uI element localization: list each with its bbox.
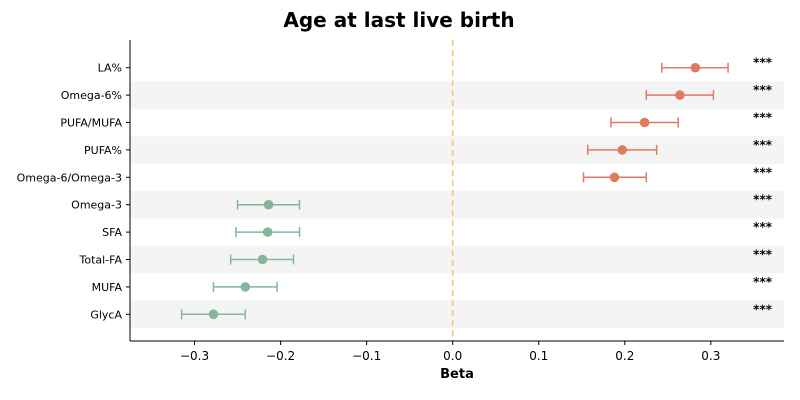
x-axis-label: Beta (440, 367, 474, 382)
significance-label: *** (753, 275, 773, 289)
beta-point (263, 199, 274, 210)
y-tick-label: Total-FA (78, 254, 122, 267)
x-tick-label: 0.2 (615, 349, 634, 363)
significance-label: *** (753, 138, 773, 152)
beta-point (257, 254, 268, 265)
y-tick-label: GlycA (90, 308, 122, 321)
beta-point (690, 62, 701, 73)
x-tick-label: −0.3 (180, 349, 209, 363)
beta-point (262, 227, 273, 237)
beta-point (639, 117, 650, 128)
y-tick-label: PUFA/MUFA (60, 117, 122, 130)
beta-point (240, 282, 251, 292)
significance-label: *** (753, 302, 773, 316)
significance-label: *** (753, 111, 773, 125)
significance-label: *** (753, 220, 773, 234)
y-tick-label: LA% (98, 62, 122, 75)
x-tick-label: 0.1 (529, 349, 548, 363)
chart-title: Age at last live birth (283, 8, 515, 32)
beta-point (617, 145, 628, 155)
row-stripe (130, 136, 784, 164)
x-tick-label: −0.2 (266, 349, 295, 363)
significance-label: *** (753, 56, 773, 70)
x-tick-label: 0.0 (443, 349, 462, 363)
row-stripe (130, 191, 784, 219)
beta-point (675, 90, 685, 100)
x-tick-label: −0.1 (352, 349, 381, 363)
x-tick-label: 0.3 (701, 349, 720, 363)
y-tick-label: SFA (102, 226, 122, 239)
y-tick-label: Omega-3 (71, 199, 122, 212)
y-tick-label: MUFA (92, 281, 123, 294)
row-stripe (130, 245, 784, 274)
y-tick-label: Omega-6/Omega-3 (17, 171, 122, 184)
beta-point (609, 172, 620, 183)
significance-label: *** (753, 248, 773, 262)
significance-label: *** (753, 193, 773, 207)
beta-point (208, 309, 219, 320)
significance-label: *** (753, 165, 773, 179)
y-tick-label: PUFA% (84, 144, 122, 157)
significance-label: *** (753, 83, 773, 97)
y-tick-label: Omega-6% (61, 89, 122, 102)
